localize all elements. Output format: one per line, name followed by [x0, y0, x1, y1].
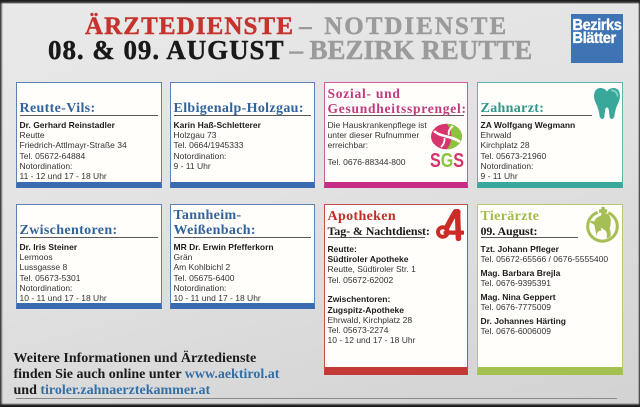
- svg-text:SGS: SGS: [430, 150, 464, 169]
